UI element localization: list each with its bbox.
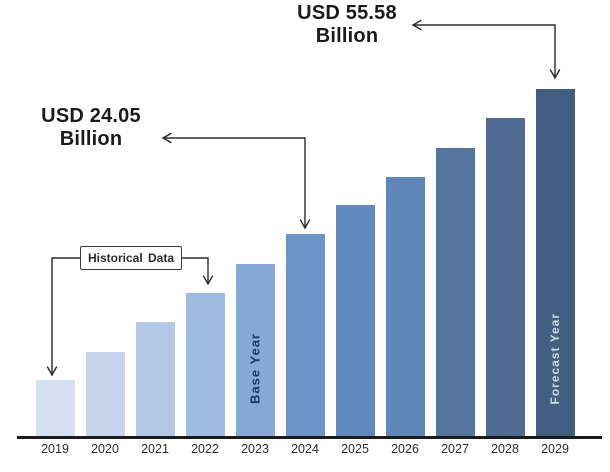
bar-2021 <box>135 322 175 437</box>
bar-2028 <box>485 118 525 437</box>
bar-2023: Base Year <box>235 264 275 437</box>
annotation-usd-24-05: USD 24.05 Billion <box>16 105 166 151</box>
bar-group: Base Year Forecast Year <box>35 89 575 437</box>
bar-2019 <box>35 380 75 437</box>
x-tick-2022: 2022 <box>191 442 219 456</box>
x-tick-2020: 2020 <box>91 442 119 456</box>
x-tick-2023: 2023 <box>241 442 269 456</box>
bar-2020 <box>85 352 125 437</box>
annotation-usd-55-58: USD 55.58 Billion <box>272 2 422 48</box>
bar-2024 <box>285 234 325 437</box>
bar-2026 <box>385 177 425 437</box>
x-tick-2021: 2021 <box>141 442 169 456</box>
bar-2027 <box>435 148 475 437</box>
x-tick-2027: 2027 <box>441 442 469 456</box>
x-tick-2028: 2028 <box>491 442 519 456</box>
x-tick-2029: 2029 <box>541 442 569 456</box>
x-axis-line <box>17 436 602 439</box>
x-tick-2026: 2026 <box>391 442 419 456</box>
annotation-usd-55-58-line1: USD 55.58 <box>297 2 397 24</box>
annotation-usd-24-05-line1: USD 24.05 <box>41 105 141 127</box>
bar-2029: Forecast Year <box>535 89 575 437</box>
x-tick-2025: 2025 <box>341 442 369 456</box>
annotation-usd-24-05-line2: Billion <box>59 128 123 150</box>
bar-2025 <box>335 205 375 437</box>
annotation-usd-55-58-line2: Billion <box>315 25 379 47</box>
x-tick-2024: 2024 <box>291 442 319 456</box>
bar-2022 <box>185 293 225 437</box>
historical-data-label: Historical Data <box>80 246 183 270</box>
x-tick-2019: 2019 <box>41 442 69 456</box>
